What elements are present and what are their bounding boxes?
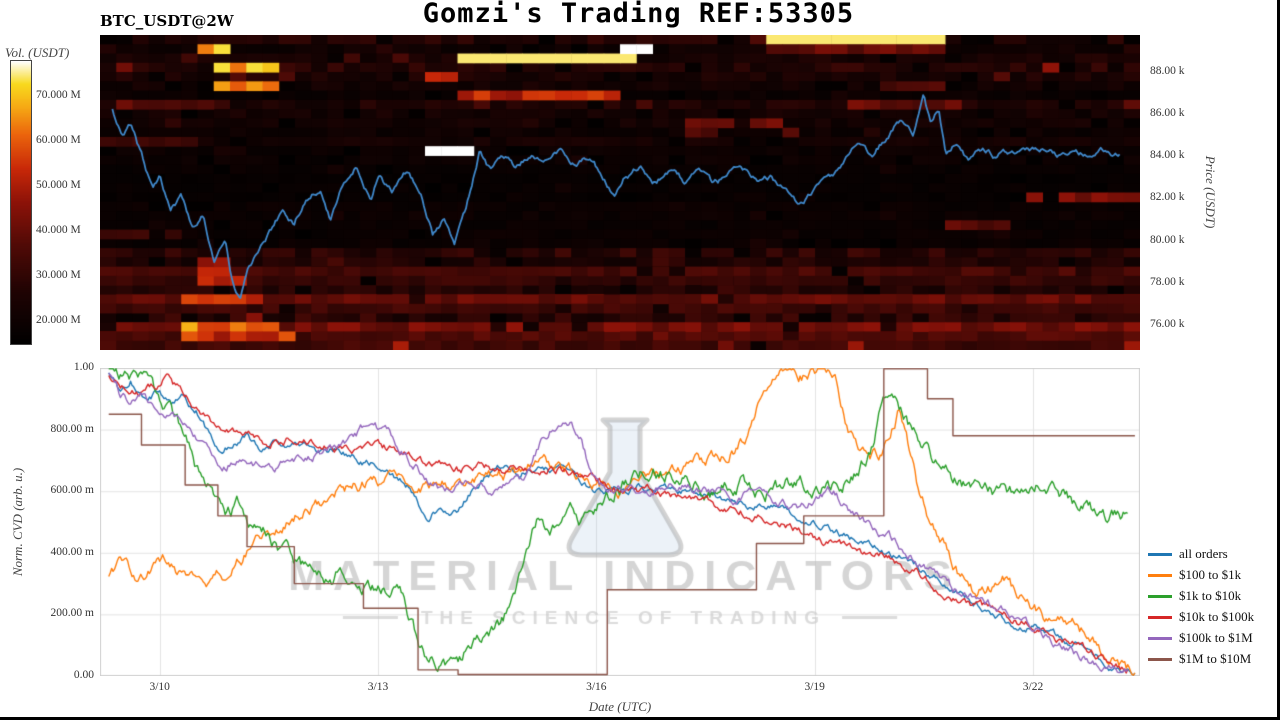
cvd-x-axis-ticks: 3/10 3/13 3/16 3/19 3/22 xyxy=(100,681,1140,697)
tick-label: 3/19 xyxy=(804,681,825,693)
legend-swatch xyxy=(1148,573,1172,577)
tick-label: 60.000 M xyxy=(36,133,81,146)
tick-label: 88.00 k xyxy=(1150,64,1185,77)
tick-label: 70.000 M xyxy=(36,88,81,101)
legend-item: $10k to $100k xyxy=(1148,609,1280,624)
legend: all orders $100 to $1k $1k to $10k $10k to … xyxy=(1148,546,1280,673)
legend-item: $1k to $10k xyxy=(1148,588,1280,603)
legend-label: all orders xyxy=(1179,546,1228,561)
liquidity-heatmap-panel xyxy=(100,35,1140,350)
tick-label: 400.00 m xyxy=(50,545,94,558)
tick-label: 30.000 M xyxy=(36,268,81,281)
cvd-y-axis-ticks: 0.00 200.00 m 400.00 m 600.00 m 800.00 m 1.00 xyxy=(0,361,94,681)
tick-label: 20.000 M xyxy=(36,313,81,326)
colorbar xyxy=(10,60,32,345)
tick-label: 80.00 k xyxy=(1150,233,1185,246)
tick-label: 50.000 M xyxy=(36,178,81,191)
cvd-y-axis-label: Norm. CVD (arb. u.) xyxy=(10,467,25,577)
tick-label: 82.00 k xyxy=(1150,191,1185,204)
legend-item: $1M to $10M xyxy=(1148,651,1280,666)
legend-item: all orders xyxy=(1148,546,1280,561)
symbol-label: BTC_USDT@2W xyxy=(100,12,234,30)
colorbar-ticks: 70.000 M 60.000 M 50.000 M 40.000 M 30.000 M… xyxy=(36,60,98,343)
date-axis-label: Date (UTC) xyxy=(588,699,652,714)
tick-label: 40.000 M xyxy=(36,223,81,236)
legend-label: $1k to $10k xyxy=(1179,588,1242,603)
tick-label: 800.00 m xyxy=(50,422,94,435)
tick-label: 3/10 xyxy=(149,681,170,693)
price-axis-label: Price (USDT) xyxy=(1203,155,1218,229)
legend-swatch xyxy=(1148,552,1172,556)
tick-label: 78.00 k xyxy=(1150,275,1185,288)
tick-label: 84.00 k xyxy=(1150,149,1185,162)
legend-item: $100 to $1k xyxy=(1148,567,1280,582)
legend-swatch xyxy=(1148,594,1172,598)
tick-label: 200.00 m xyxy=(50,607,94,620)
page-title: Gomzi's Trading REF:53305 xyxy=(422,0,855,29)
legend-label: $1M to $10M xyxy=(1179,651,1252,666)
legend-label: $100k to $1M xyxy=(1179,630,1253,645)
cvd-panel xyxy=(100,368,1140,676)
tick-label: 3/13 xyxy=(367,681,389,693)
tick-label: 3/22 xyxy=(1022,681,1044,693)
legend-swatch xyxy=(1148,657,1172,661)
legend-label: $100 to $1k xyxy=(1179,567,1242,582)
legend-label: $10k to $100k xyxy=(1179,609,1255,624)
tick-label: 76.00 k xyxy=(1150,317,1185,330)
price-axis-ticks: 88.00 k 86.00 k 84.00 k 82.00 k 80.00 k 78.00… xyxy=(1150,35,1220,350)
legend-swatch xyxy=(1148,615,1172,619)
colorbar-axis-label: Vol. (USDT) xyxy=(5,45,70,60)
tick-label: 3/16 xyxy=(586,681,607,693)
tick-label: 1.00 xyxy=(73,361,94,373)
legend-item: $100k to $1M xyxy=(1148,630,1280,645)
tick-label: 0.00 xyxy=(73,669,94,681)
tick-label: 86.00 k xyxy=(1150,107,1185,120)
legend-swatch xyxy=(1148,636,1172,640)
tick-label: 600.00 m xyxy=(50,484,94,497)
